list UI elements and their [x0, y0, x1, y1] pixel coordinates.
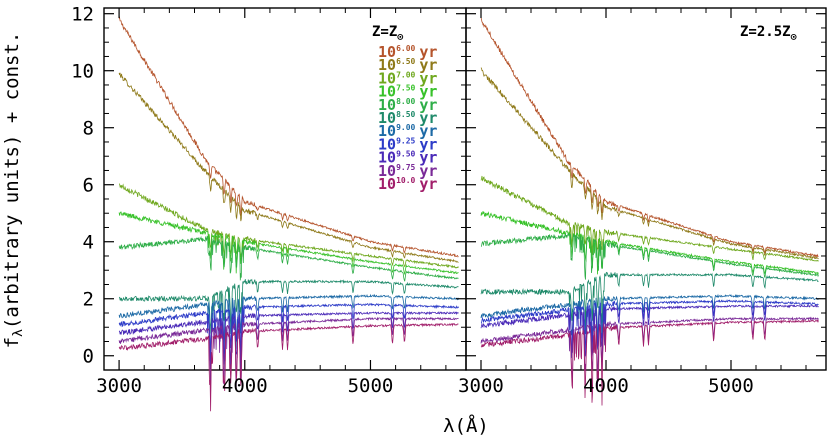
legend-entry: 109.00 yr — [378, 122, 437, 140]
panel-2: 3000 4000 5000 Z=2.5Z⊙ — [458, 7, 827, 406]
x-tick-label: 3000 — [458, 375, 504, 397]
spectrum-9.00 — [118, 293, 459, 357]
x-tick-label: 4000 — [222, 375, 268, 397]
legend-entry: 109.50 yr — [378, 149, 437, 167]
legend-entry: 109.75 yr — [378, 162, 437, 180]
y-tick-label: 8 — [83, 118, 94, 140]
x-axis-label: λ(Å) — [443, 414, 489, 437]
spectrum-7.00 — [480, 175, 819, 262]
legend-entry: 1010.0 yr — [378, 175, 437, 193]
spectrum-9.00 — [480, 293, 819, 351]
panel-label: Z=Z⊙ — [372, 24, 403, 43]
spectrum-6.00 — [480, 16, 819, 258]
panel-1: 3000 4000 5000 0 2 4 6 8 10 12 Z=Z⊙ — [71, 4, 467, 412]
x-tick-label: 4000 — [583, 375, 629, 397]
legend-entry: 107.50 yr — [378, 83, 437, 101]
spectrum-8.00 — [480, 233, 819, 280]
spectrum-9.50 — [480, 303, 819, 362]
spectrum-6.50 — [118, 72, 459, 263]
y-tick-label: 6 — [83, 175, 94, 197]
spectrum-6.00 — [118, 16, 459, 258]
spectrum-8.00 — [118, 235, 459, 282]
y-tick-label: 10 — [71, 61, 94, 83]
spectrum-9.75 — [118, 316, 459, 396]
spectrum-7.50 — [118, 211, 459, 276]
x-tick-label: 5000 — [708, 375, 754, 397]
spectrum-7.00 — [119, 183, 459, 269]
y-tick-label: 0 — [83, 346, 94, 368]
legend-entry: 108.00 yr — [378, 96, 437, 114]
y-axis-label: fλ(arbitrary units) + const. — [1, 32, 26, 349]
spectrum-8.50 — [480, 271, 819, 332]
spectrum-10.0 — [118, 322, 459, 412]
panel-label: Z=2.5Z⊙ — [740, 24, 797, 43]
legend-entry: 106.00 yr — [378, 43, 437, 61]
spectrum-10.0 — [480, 319, 819, 406]
spectrum-8.50 — [118, 278, 459, 334]
y-tick-label: 4 — [83, 232, 94, 254]
x-tick-label: 5000 — [348, 375, 394, 397]
spectrum-9.25 — [480, 299, 819, 359]
panel-frame — [465, 7, 827, 371]
y-tick-label: 12 — [71, 4, 94, 26]
spectrum-9.25 — [118, 302, 459, 370]
spectrum-9.50 — [118, 310, 459, 384]
spectrum-6.50 — [480, 67, 819, 260]
legend-entry: 106.50 yr — [378, 56, 437, 74]
legend-entry: 108.50 yr — [378, 109, 437, 127]
legend-entry: 109.25 yr — [378, 135, 437, 153]
y-tick-label: 2 — [83, 289, 94, 311]
x-tick-label: 3000 — [96, 375, 142, 397]
legend-entry: 107.00 yr — [378, 69, 437, 87]
